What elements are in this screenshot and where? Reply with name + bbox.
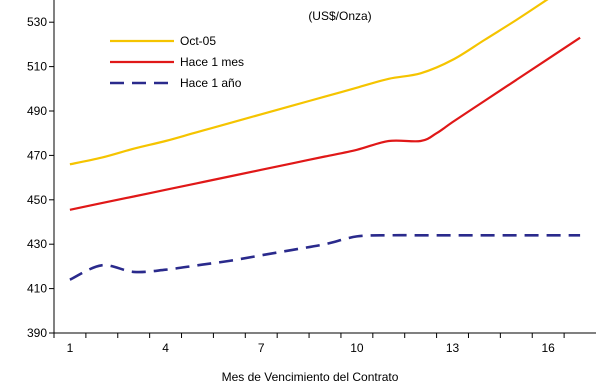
y-tick-label: 450 bbox=[27, 193, 47, 207]
series-line bbox=[69, 36, 581, 211]
x-tick-label: 13 bbox=[446, 341, 460, 355]
y-tick-label: 430 bbox=[27, 237, 47, 251]
y-tick-label: 390 bbox=[27, 326, 47, 340]
x-tick-label: 1 bbox=[67, 341, 74, 355]
x-tick-label: 7 bbox=[258, 341, 265, 355]
legend-label: Hace 1 mes bbox=[180, 55, 244, 69]
y-tick-label: 490 bbox=[27, 104, 47, 118]
plot-area: 390 410 430 450 470 490 510 530 1 4 7 10 13 16 bbox=[27, 0, 596, 355]
legend-label: Hace 1 año bbox=[180, 76, 242, 90]
y-tick-label: 470 bbox=[27, 148, 47, 162]
series-line bbox=[69, 0, 549, 166]
x-tick-label: 4 bbox=[162, 341, 169, 355]
legend-label: Oct-05 bbox=[180, 34, 216, 48]
series-line bbox=[69, 233, 581, 281]
x-tick-label: 16 bbox=[541, 341, 555, 355]
x-tick-label: 10 bbox=[350, 341, 364, 355]
chart-title: (US$/Onza) bbox=[308, 9, 371, 23]
series-lines bbox=[69, 0, 581, 281]
x-axis-title: Mes de Vencimiento del Contrato bbox=[222, 370, 399, 384]
y-tick-label: 510 bbox=[27, 60, 47, 74]
x-ticks: 1 4 7 10 13 16 bbox=[53, 333, 565, 355]
y-tick-label: 410 bbox=[27, 282, 47, 296]
legend: Oct-05 Hace 1 mes Hace 1 año bbox=[110, 34, 244, 90]
y-ticks: 390 410 430 450 470 490 510 530 bbox=[27, 15, 54, 340]
y-tick-label: 530 bbox=[27, 15, 47, 29]
